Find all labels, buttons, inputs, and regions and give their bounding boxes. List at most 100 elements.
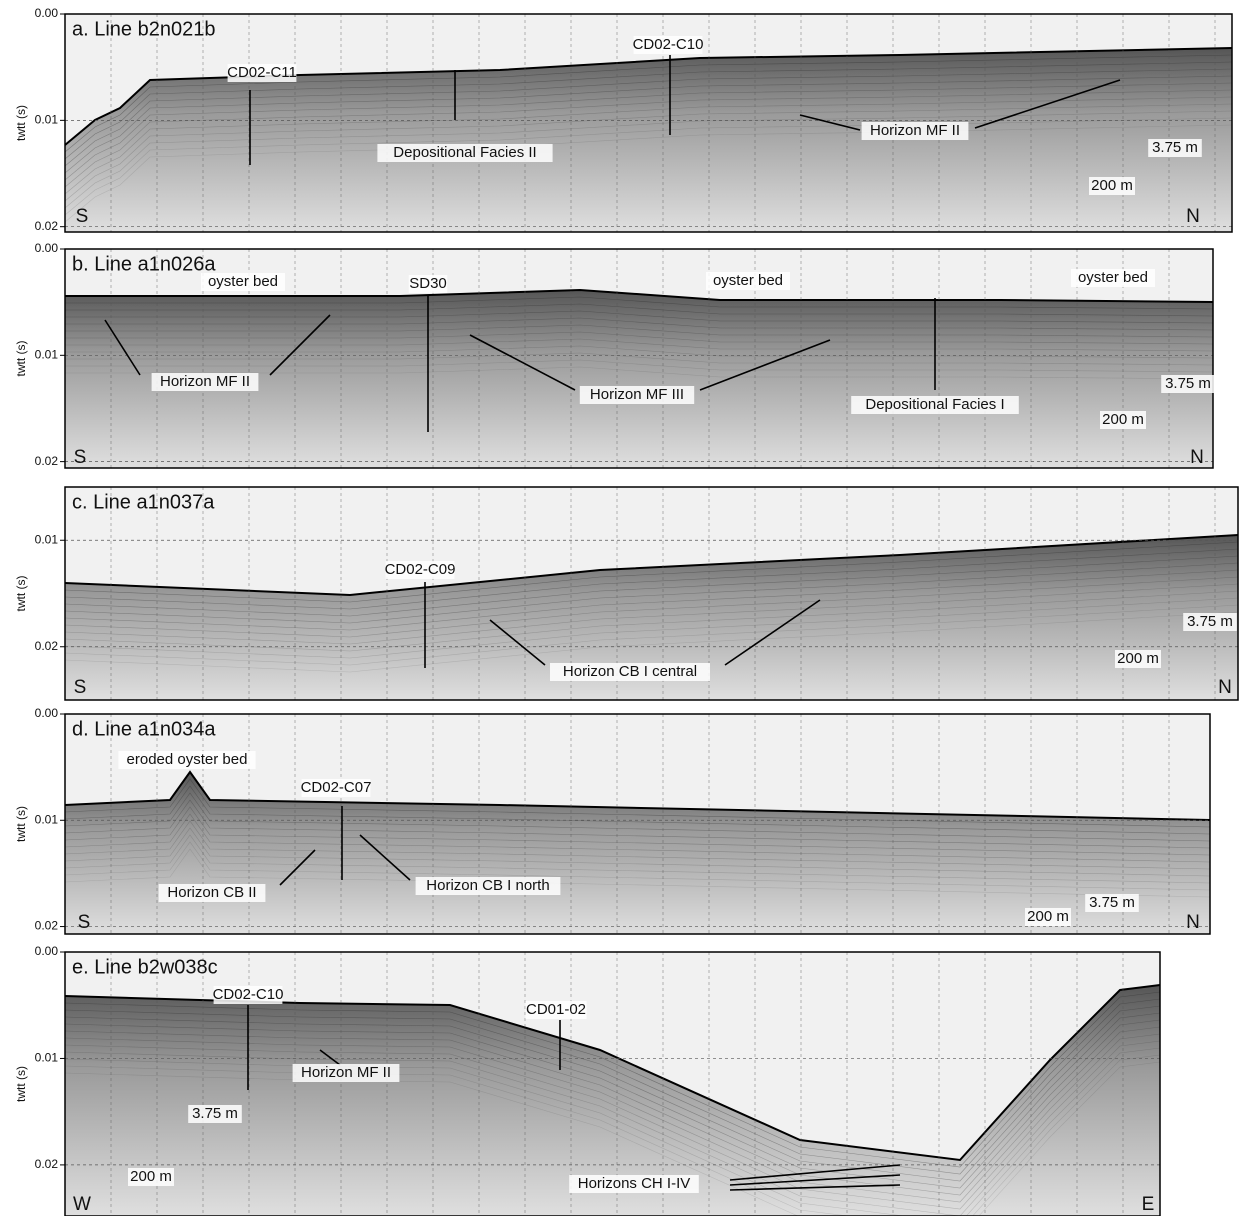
panel-title: b. Line a1n026a	[72, 253, 216, 275]
label-bg	[851, 396, 1019, 414]
panel-title: a. Line b2n021b	[72, 18, 215, 40]
annotation: Horizon MF II	[160, 373, 250, 390]
label-bg	[861, 122, 969, 140]
leader-line	[104, 319, 141, 376]
reflector	[64, 834, 1211, 884]
seafloor	[64, 47, 1233, 146]
direction-label: N	[1190, 447, 1204, 468]
reflector	[64, 96, 1233, 195]
annotation: CD01-02	[526, 1001, 586, 1018]
label-bg	[385, 561, 455, 579]
reflector	[64, 68, 1233, 167]
annotation: 3.75 m	[192, 1105, 238, 1122]
leader-line	[489, 619, 546, 666]
reflector	[64, 117, 1233, 216]
direction-label: N	[1186, 912, 1200, 933]
reflector	[64, 590, 1239, 652]
reflector	[64, 103, 1233, 202]
reflector	[64, 820, 1211, 870]
seafloor	[65, 288, 1214, 303]
reflector	[64, 813, 1211, 863]
seismic-panel: 0.00 0.01 0.02 twtt (s) a. Line b2n021b CD02-…	[14, 6, 1233, 233]
annotation: 200 m	[1102, 411, 1144, 428]
label-bg	[550, 663, 710, 681]
panel-frame	[64, 13, 1233, 233]
label-bg	[1115, 650, 1161, 668]
seismic-panel: 0.00 0.01 0.02 twtt (s) e. Line b2w038c CD02-…	[14, 944, 1161, 1216]
reflector	[65, 317, 1214, 331]
leader-line	[359, 834, 411, 881]
y-tick-label: 0.01	[35, 113, 59, 127]
sediment	[65, 985, 1160, 1216]
label-bg	[227, 64, 297, 82]
sediment	[65, 48, 1232, 232]
reflector	[64, 576, 1239, 638]
annotation: Horizon CB I north	[426, 877, 549, 894]
label-bg	[1089, 177, 1135, 195]
label-bg	[292, 1064, 400, 1082]
annotation: 3.75 m	[1089, 894, 1135, 911]
direction-label: W	[73, 1194, 91, 1215]
label-bg	[569, 1175, 699, 1193]
reflector	[64, 1005, 1161, 1182]
direction-label: N	[1218, 677, 1232, 698]
label-bg	[118, 751, 256, 769]
annotation: Horizons CH I-IV	[578, 1175, 691, 1192]
label-bg	[188, 1105, 242, 1123]
leader-line	[269, 314, 331, 376]
reflector	[64, 991, 1161, 1168]
label-bg	[1071, 269, 1155, 287]
annotation: CD02-C09	[385, 561, 456, 578]
reflector	[64, 998, 1161, 1175]
label-bg	[706, 272, 790, 290]
leader-line	[729, 1164, 901, 1181]
reflector	[64, 1026, 1161, 1203]
annotation: 200 m	[130, 1168, 172, 1185]
annotation: CD02-C10	[633, 36, 704, 53]
leader-line	[699, 339, 831, 391]
annotation: eroded oyster bed	[127, 751, 248, 768]
direction-label: E	[1142, 1194, 1155, 1215]
seismic-panel: 0.00 0.01 0.02 twtt (s) d. Line a1n034a erode…	[14, 706, 1211, 935]
annotation: oyster bed	[208, 273, 278, 290]
reflector	[64, 548, 1239, 610]
reflector	[64, 562, 1239, 624]
label-bg	[525, 1001, 587, 1019]
label-bg	[1161, 375, 1215, 393]
y-tick-label: 0.01	[35, 1051, 59, 1065]
annotation: CD02-C11	[227, 64, 297, 81]
reflector	[64, 841, 1211, 891]
seafloor	[64, 770, 1211, 821]
panel-frame	[64, 486, 1239, 701]
direction-label: S	[74, 447, 87, 468]
reflector	[64, 1040, 1161, 1216]
direction-label: S	[76, 206, 89, 227]
label-bg	[1025, 908, 1071, 926]
y-tick-label: 0.02	[35, 454, 59, 468]
reflector	[65, 331, 1214, 345]
leader-line	[729, 1174, 901, 1186]
annotation: 200 m	[1091, 177, 1133, 194]
annotation: CD02-C10	[213, 986, 284, 1003]
reflector	[65, 352, 1214, 366]
label-bg	[151, 373, 259, 391]
label-bg	[301, 779, 371, 797]
y-tick-label: 0.00	[35, 6, 59, 20]
direction-label: S	[78, 912, 91, 933]
label-bg	[1183, 613, 1237, 631]
annotation: Horizon CB II	[167, 884, 256, 901]
reflector	[64, 604, 1239, 666]
leader-line	[279, 849, 316, 886]
y-axis-label: twtt (s)	[14, 105, 28, 141]
annotation: oyster bed	[713, 272, 783, 289]
label-bg	[1100, 411, 1146, 429]
reflector	[65, 310, 1214, 324]
reflector	[64, 785, 1211, 835]
y-tick-label: 0.02	[35, 639, 59, 653]
y-tick-label: 0.02	[35, 1157, 59, 1171]
annotation: SD30	[409, 275, 447, 292]
reflector	[64, 597, 1239, 659]
